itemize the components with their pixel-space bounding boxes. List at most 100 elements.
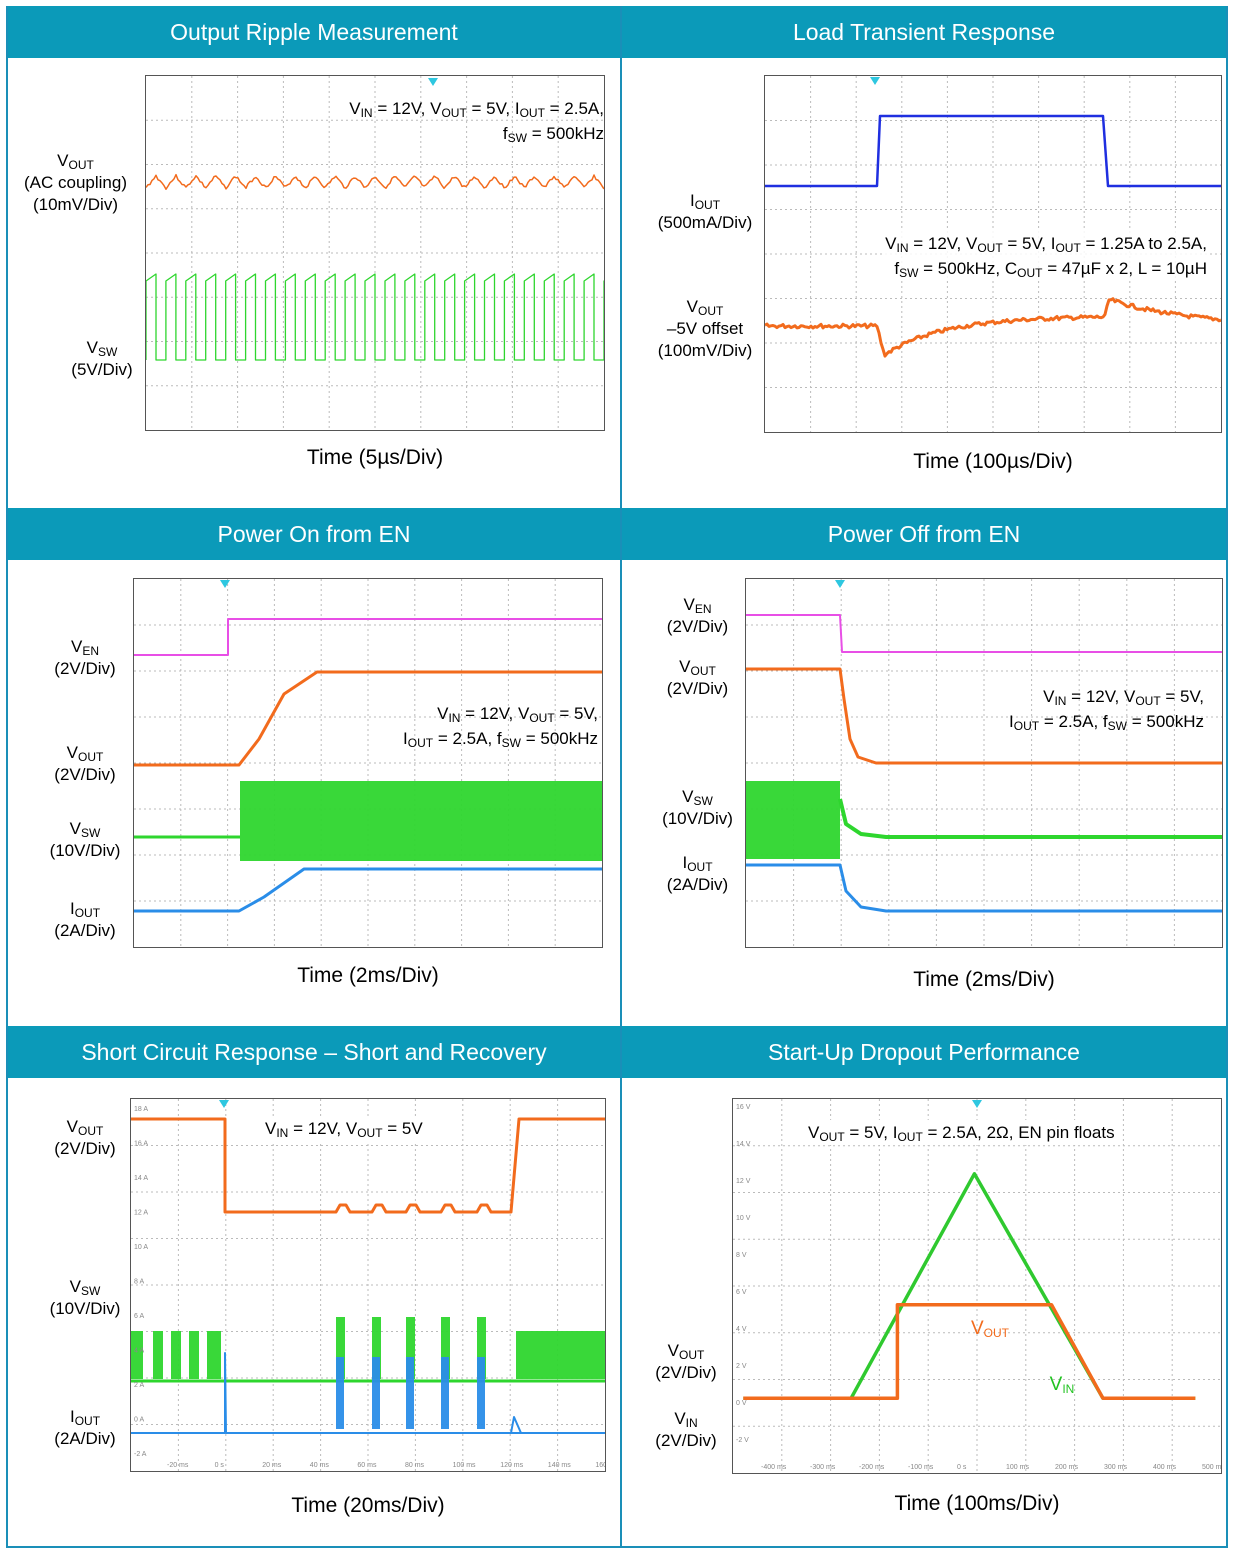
condition-note: VIN = 12V, VOUT = 5V	[265, 1116, 423, 1141]
x-tick-label: -300 ms	[810, 1464, 836, 1471]
column-divider	[620, 6, 622, 1548]
x-tick-label: 20 ms	[262, 1462, 282, 1469]
label-iout: IOUT (2A/Div)	[54, 899, 116, 940]
y-tick-label: 4 A	[134, 1348, 144, 1355]
y-tick-label: 16 A	[134, 1141, 148, 1148]
panel-title-power-off: Power Off from EN	[622, 508, 1226, 560]
scope-plot	[146, 76, 604, 430]
label-iout: IOUT (2A/Div)	[666, 853, 729, 894]
vsw-switching-band	[746, 781, 840, 859]
label-vout: VOUT (2V/Div)	[54, 743, 116, 784]
iout-load-step-trace	[765, 114, 1221, 188]
vsw-switching-trace	[146, 273, 604, 361]
panel-title-output-ripple: Output Ripple Measurement	[8, 6, 620, 58]
y-tick-label: 8 V	[736, 1252, 747, 1259]
scope-plot	[765, 76, 1221, 432]
scope-plot	[134, 579, 602, 947]
x-tick-label: 0 s	[957, 1464, 967, 1471]
label-vout: VOUT –5V offset (100mV/Div)	[657, 297, 753, 360]
y-tick-label: 14 A	[134, 1175, 148, 1182]
panel-title-power-on: Power On from EN	[8, 508, 620, 560]
x-tick-label: 500 ms	[1202, 1464, 1221, 1471]
y-tick-label: 0 V	[736, 1400, 747, 1407]
x-tick-label: 400 ms	[1153, 1464, 1176, 1471]
iout-decay-trace	[746, 863, 1222, 913]
vout-decay-trace	[746, 667, 1222, 765]
y-tick-label: 12 V	[736, 1178, 751, 1185]
label-vout: VOUT (2V/Div)	[54, 1117, 116, 1158]
scope-plot: 18 A 16 A 14 A 12 A 10 A 8 A 6 A 4 A 2 A 0 A -2 A -…	[131, 1099, 605, 1471]
vsw-decay-trace	[838, 798, 1222, 839]
time-axis-label: Time (2ms/Div)	[913, 968, 1055, 991]
vsw-burst	[131, 1331, 143, 1379]
x-tick-label: 100 ms	[453, 1462, 476, 1469]
time-axis-label: Time (2ms/Div)	[297, 964, 439, 987]
time-axis-label: Time (100µs/Div)	[913, 450, 1073, 473]
vout-soft-start-trace	[134, 670, 602, 767]
x-tick-label: 300 ms	[1104, 1464, 1127, 1471]
y-tick-label: -2 A	[134, 1451, 147, 1458]
iout-recovery-trace	[510, 1416, 522, 1434]
label-vout: VOUT (AC coupling) (10mV/Div)	[24, 151, 127, 214]
panel-title-short-circuit: Short Circuit Response – Short and Recov…	[8, 1026, 620, 1078]
label-ven: VEN (2V/Div)	[666, 595, 729, 636]
vsw-burst	[207, 1331, 221, 1379]
panel-title-dropout: Start-Up Dropout Performance	[622, 1026, 1226, 1078]
condition-note: VIN = 12V, VOUT = 5V, IOUT = 2.5A, fSW =…	[1009, 687, 1204, 733]
time-axis-label: Time (20ms/Div)	[291, 1494, 445, 1517]
label-vout: VOUT (2V/Div)	[666, 657, 729, 698]
iout-hiccup-pulse	[336, 1357, 344, 1429]
vsw-switching-band	[240, 781, 602, 861]
scope-screen-short-circuit: 18 A 16 A 14 A 12 A 10 A 8 A 6 A 4 A 2 A 0 A -2 A -…	[130, 1098, 606, 1472]
trigger-marker-icon	[219, 1100, 229, 1108]
iout-trace	[131, 1352, 605, 1434]
trigger-marker-icon	[972, 1100, 982, 1108]
vin-label-trace: VIN	[1049, 1374, 1075, 1396]
label-vout: VOUT (2V/Div)	[655, 1341, 717, 1382]
iout-hiccup-pulse	[441, 1357, 449, 1429]
x-tick-label: 80 ms	[405, 1462, 425, 1469]
scope-plot	[746, 579, 1222, 947]
condition-note: VIN = 12V, VOUT = 5V, IOUT = 1.25A to 2.…	[885, 231, 1207, 281]
condition-note: VIN = 12V, VOUT = 5V, IOUT = 2.5A, fSW =…	[349, 99, 604, 145]
y-tick-label: 10 A	[134, 1244, 148, 1251]
y-tick-label: 18 A	[134, 1106, 148, 1113]
trigger-marker-icon	[870, 77, 880, 85]
y-tick-label: 2 A	[134, 1382, 144, 1389]
x-tick-label: 40 ms	[310, 1462, 330, 1469]
scope-screen-dropout: 16 V14 V12 V10 V8 V6 V4 V2 V0 V-2 V-4 V-…	[732, 1098, 1222, 1474]
panel-title-load-transient: Load Transient Response	[622, 6, 1226, 58]
y-tick-label: 4 V	[736, 1326, 747, 1333]
label-vsw: VSW (10V/Div)	[49, 1277, 121, 1318]
vsw-hiccup-burst	[336, 1317, 345, 1379]
iout-hiccup-pulse	[406, 1357, 414, 1429]
trigger-marker-icon	[428, 78, 438, 86]
condition-note: VOUT = 5V, IOUT = 2.5A, 2Ω, EN pin float…	[808, 1120, 1115, 1145]
y-tick-label: 14 V	[736, 1141, 751, 1148]
y-tick-label: 6 A	[134, 1313, 144, 1320]
x-tick-label: -100 ms	[908, 1464, 934, 1471]
vsw-hiccup-burst	[372, 1317, 381, 1379]
y-tick-label: 0 A	[134, 1417, 144, 1424]
trigger-marker-icon	[835, 580, 845, 588]
vout-ripple-trace	[146, 173, 604, 190]
x-tick-label: -20 ms	[167, 1462, 189, 1469]
label-iout: IOUT (2A/Div)	[54, 1407, 116, 1448]
vout-short-trace	[131, 1117, 605, 1214]
x-tick-label: 160 ms	[595, 1462, 605, 1469]
vsw-hiccup-burst	[406, 1317, 415, 1379]
vout-label-trace: VOUT	[970, 1318, 1010, 1340]
iout-hiccup-pulse	[372, 1357, 380, 1429]
iout-ramp-trace	[134, 867, 602, 913]
trigger-marker-icon	[220, 580, 230, 588]
y-tick-label: 10 V	[736, 1215, 751, 1222]
vout-trace	[743, 1302, 1196, 1400]
label-vin: VIN (2V/Div)	[655, 1409, 717, 1450]
vsw-hiccup-burst	[477, 1317, 486, 1379]
y-tick-label: 12 A	[134, 1210, 148, 1217]
label-vsw: VSW (10V/Div)	[49, 819, 121, 860]
x-tick-label: -200 ms	[859, 1464, 885, 1471]
label-vsw: VSW (5V/Div)	[71, 338, 133, 379]
y-tick-label: 6 V	[736, 1289, 747, 1296]
label-ven: VEN (2V/Div)	[54, 637, 116, 678]
